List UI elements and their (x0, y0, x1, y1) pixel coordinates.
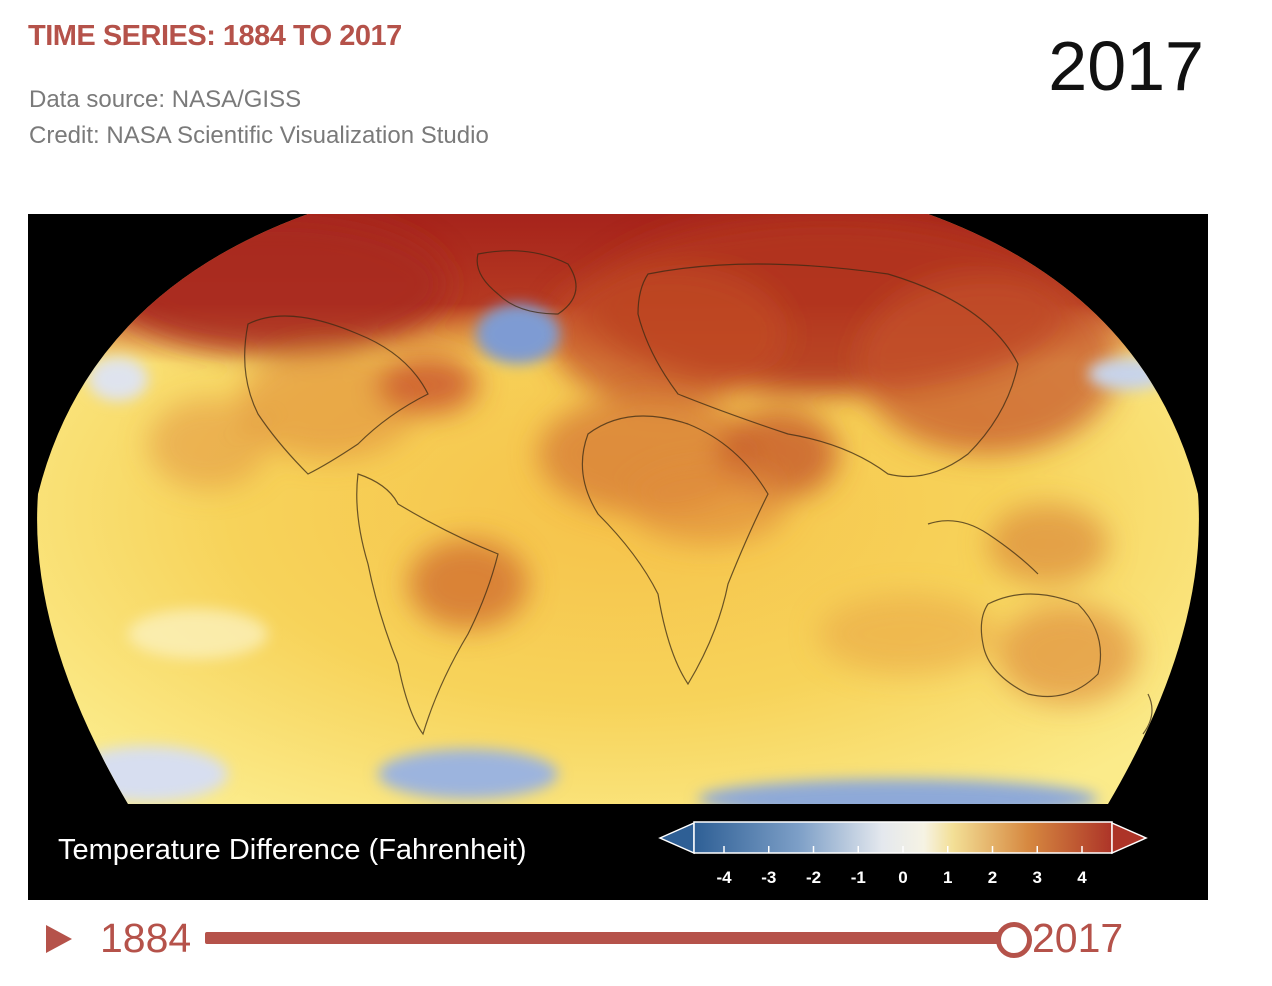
credit-line: Credit: NASA Scientific Visualization St… (29, 122, 489, 149)
colorbar-tick-label: -1 (850, 868, 866, 887)
colorbar-left-arrow (658, 821, 695, 855)
colorbar-tick-label: 4 (1077, 868, 1087, 887)
legend-title: Temperature Difference (Fahrenheit) (58, 834, 527, 866)
colorbar-tick-label: -4 (716, 868, 732, 887)
current-year: 2017 (1048, 27, 1204, 105)
page-title: TIME SERIES: 1884 TO 2017 (28, 20, 402, 52)
temperature-anomaly-map (28, 214, 1208, 804)
colorbar-tick-label: -2 (805, 868, 822, 887)
map-panel: Temperature Difference (Fahrenheit) -4 -3… (28, 214, 1208, 900)
colorbar-tick-label: 0 (898, 868, 908, 887)
colorbar-right-arrow (1111, 821, 1148, 855)
data-source: Data source: NASA/GISS (29, 86, 302, 113)
play-icon[interactable] (46, 925, 72, 953)
timeline-slider-handle[interactable] (996, 922, 1032, 958)
timeline-slider-track[interactable] (205, 932, 1015, 944)
colorbar-tick-label: 1 (943, 868, 953, 887)
temperature-colorbar (658, 821, 1148, 855)
timeline-start-year: 1884 (100, 915, 192, 961)
colorbar-tick-label: 2 (987, 868, 998, 887)
timeline-end-year: 2017 (1032, 915, 1124, 961)
colorbar-tick-label: 3 (1032, 868, 1042, 887)
timeline-controls: 1884 2017 (0, 905, 1272, 975)
colorbar-tick-label: -3 (761, 868, 777, 887)
